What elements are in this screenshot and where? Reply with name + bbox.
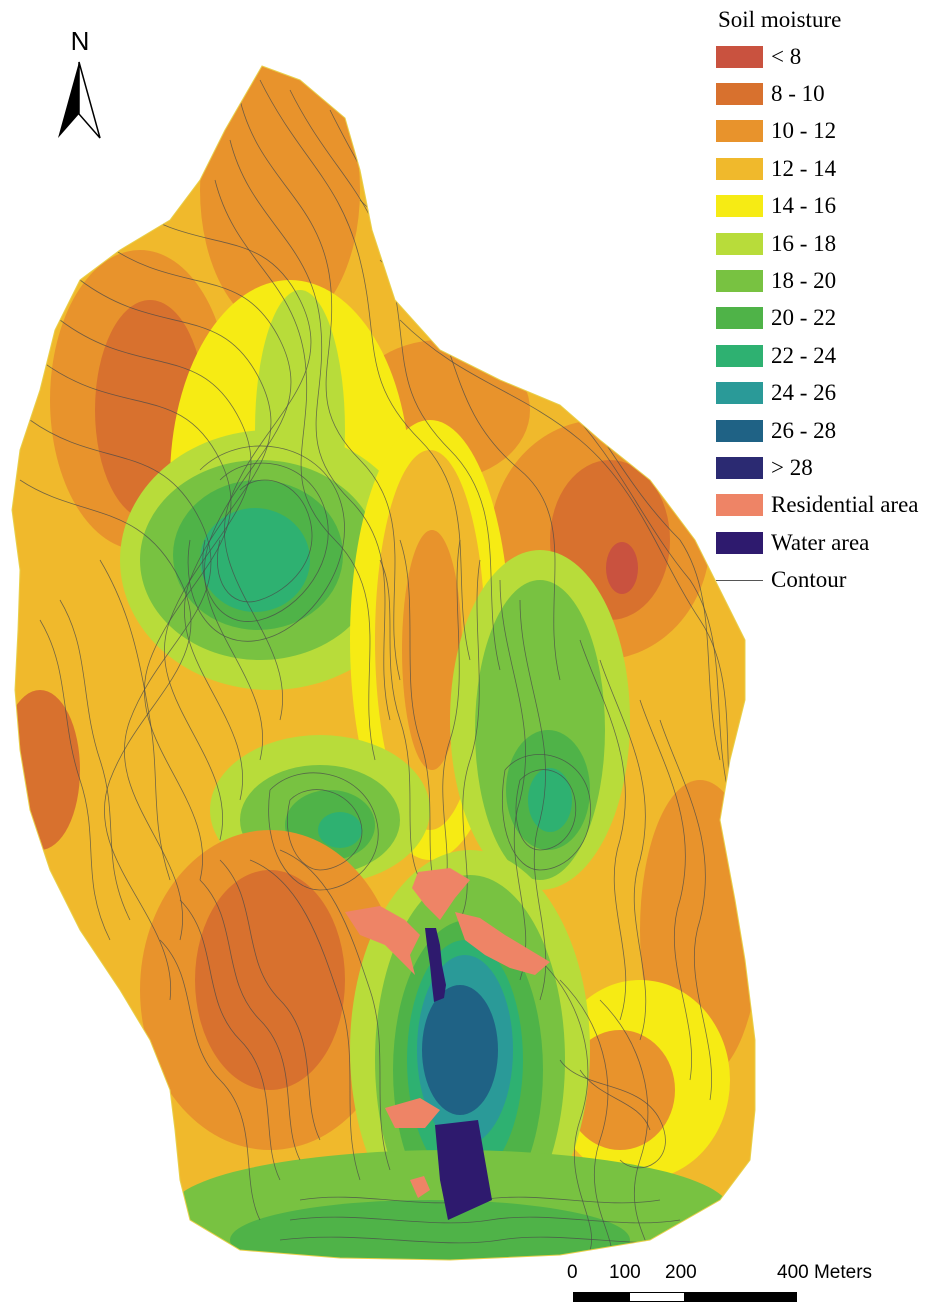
legend-swatch (716, 494, 763, 517)
legend-item-contour: Contour (716, 561, 945, 598)
legend-label: 20 - 22 (771, 305, 837, 331)
residential-areas (345, 868, 550, 1198)
water-area-stream (425, 928, 446, 1002)
legend-item: 10 - 12 (716, 113, 945, 150)
contour-line-swatch (716, 579, 763, 581)
legend-swatch (716, 232, 763, 255)
legend-label: 18 - 20 (771, 268, 837, 294)
legend-label: 16 - 18 (771, 230, 837, 256)
legend: Soil moisture < 8 8 - 10 10 - 12 12 - 14 14 … (716, 5, 945, 599)
legend-item: 16 - 18 (716, 225, 945, 262)
basin-outline (11, 65, 756, 1261)
residential-area-small (410, 1176, 430, 1198)
residential-area-north (412, 868, 470, 920)
legend-swatch (716, 195, 763, 218)
scale-tick-400: 400 Meters (777, 1262, 873, 1283)
legend-swatch (716, 419, 763, 442)
scale-tick-0: 0 (567, 1262, 578, 1283)
legend-label: 24 - 26 (771, 380, 837, 406)
legend-label: 12 - 14 (771, 155, 837, 181)
legend-title: Soil moisture (718, 7, 842, 32)
legend-item: 8 - 10 (716, 75, 945, 112)
legend-item: 14 - 16 (716, 188, 945, 225)
legend-item: 26 - 28 (716, 412, 945, 449)
legend-label: 14 - 16 (771, 193, 837, 219)
legend-item: 20 - 22 (716, 300, 945, 337)
scale-segment-3 (685, 1292, 797, 1302)
legend-item: 22 - 24 (716, 337, 945, 374)
contour-lines (19, 79, 736, 1260)
legend-item: Water area (716, 524, 945, 561)
legend-label: 26 - 28 (771, 417, 837, 443)
legend-label: 22 - 24 (771, 342, 837, 368)
legend-label-contour: Contour (771, 567, 847, 593)
legend-swatch (716, 344, 763, 367)
residential-area-south (385, 1098, 440, 1128)
legend-label: > 28 (771, 454, 813, 480)
legend-label: 8 - 10 (771, 81, 825, 107)
legend-swatch (716, 307, 763, 330)
legend-swatch (716, 120, 763, 143)
north-letter: N (70, 26, 90, 56)
legend-items: < 8 8 - 10 10 - 12 12 - 14 14 - 16 16 - 18 18 … (716, 38, 945, 561)
legend-swatch (716, 45, 763, 68)
scale-tick-200: 200 (665, 1262, 697, 1283)
residential-area-west (345, 906, 420, 975)
north-arrow: N (52, 28, 108, 140)
legend-swatch (716, 531, 763, 554)
scale-segment-1 (573, 1292, 629, 1302)
scale-bar: 0 100 200 400 Meters (545, 1262, 905, 1304)
legend-swatch (716, 157, 763, 180)
legend-item: > 28 (716, 449, 945, 486)
legend-label: Water area (771, 529, 870, 555)
legend-swatch (716, 270, 763, 293)
legend-label: < 8 (771, 43, 802, 69)
water-area-reservoir (435, 1120, 492, 1220)
legend-label: Residential area (771, 492, 919, 518)
north-arrow-icon (58, 61, 101, 139)
legend-swatch (716, 83, 763, 106)
legend-swatch (716, 456, 763, 479)
scale-tick-100: 100 (609, 1262, 641, 1283)
legend-label: 10 - 12 (771, 118, 837, 144)
residential-area-east (455, 912, 550, 975)
water-areas (425, 928, 492, 1220)
legend-swatch (716, 382, 763, 405)
legend-item: 12 - 14 (716, 150, 945, 187)
legend-item: 18 - 20 (716, 262, 945, 299)
legend-item: < 8 (716, 38, 945, 75)
legend-item: 24 - 26 (716, 375, 945, 412)
scale-segment-2 (629, 1292, 685, 1302)
legend-item: Residential area (716, 487, 945, 524)
